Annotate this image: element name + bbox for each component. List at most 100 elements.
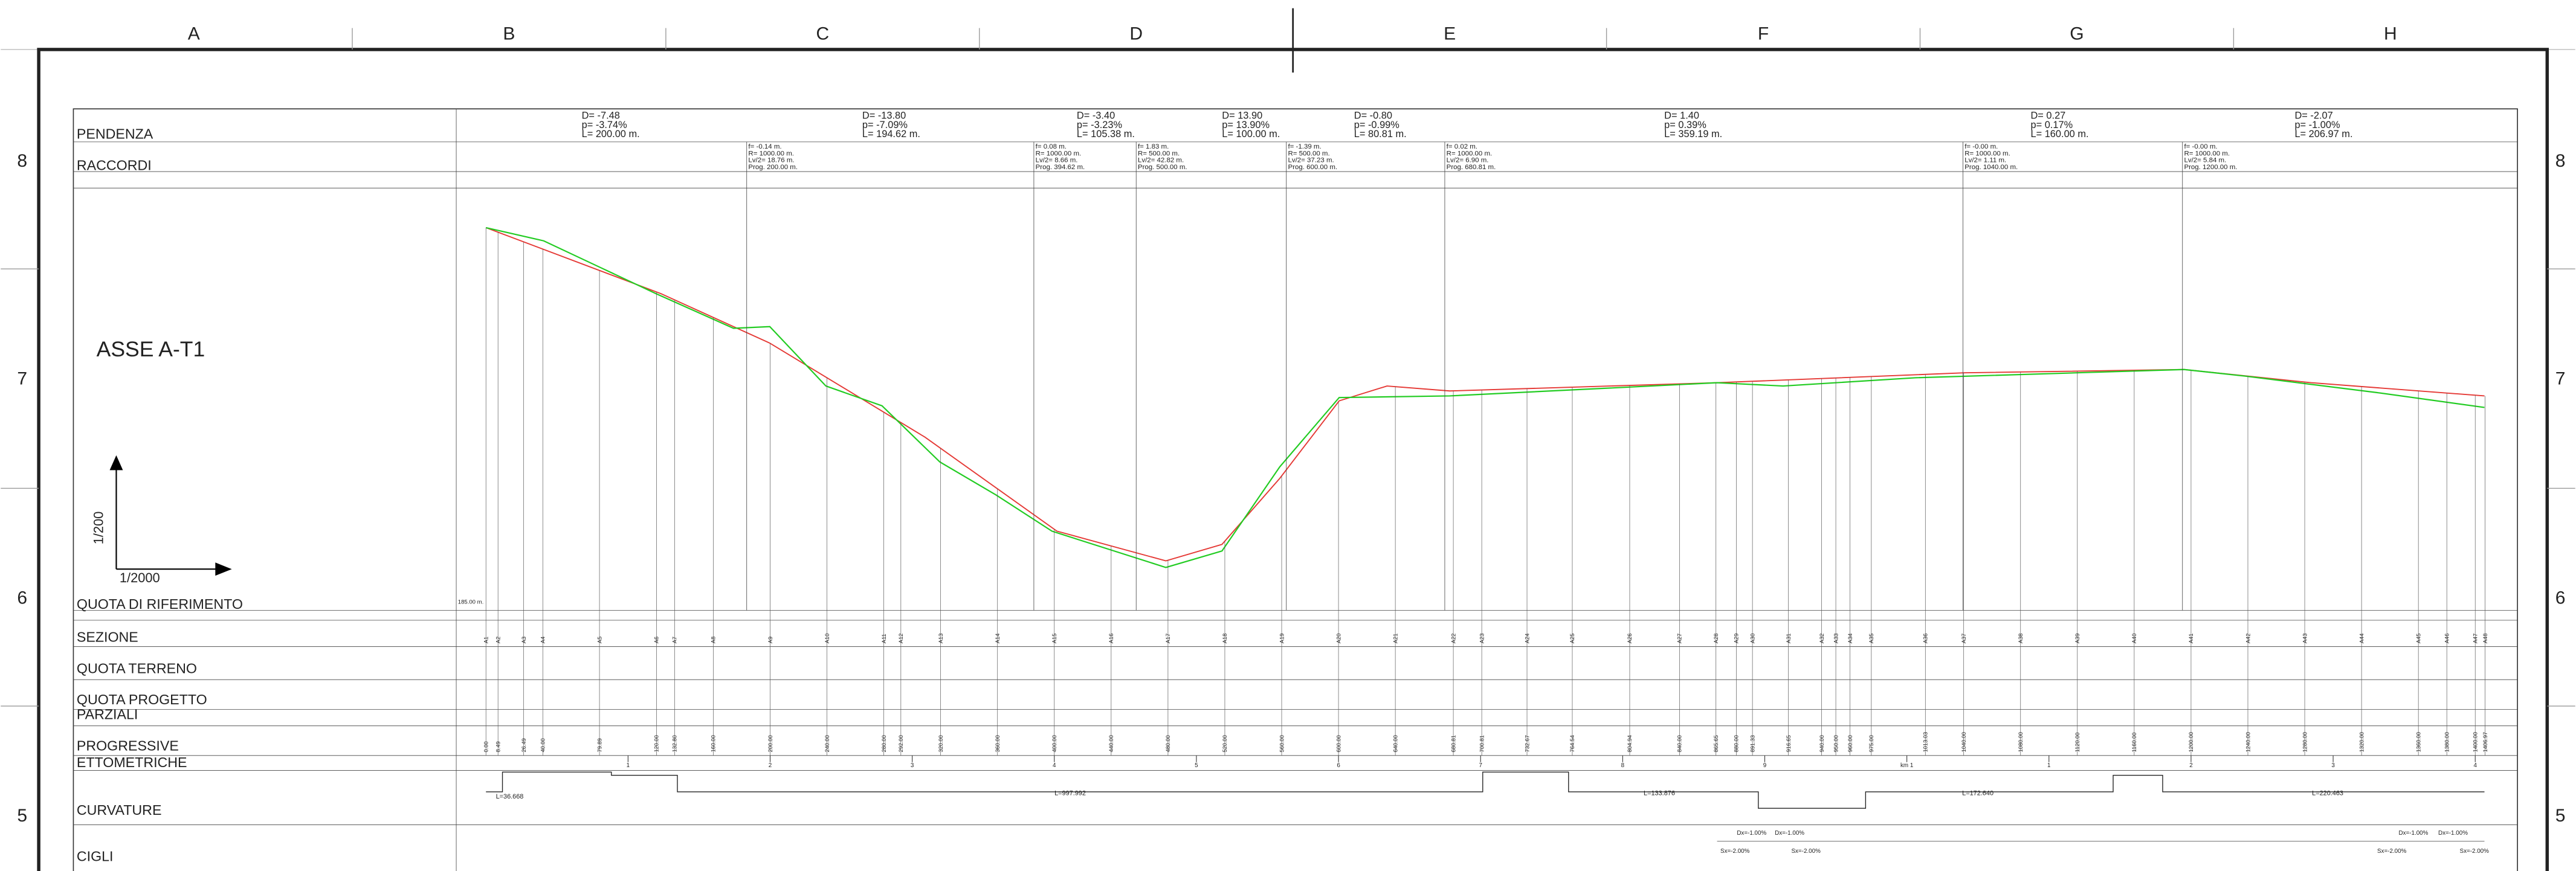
column-letter: G — [2070, 24, 2084, 44]
section-name: A10 — [824, 634, 830, 644]
progressive: 1406.97 — [2482, 732, 2488, 753]
section-name: A17 — [1165, 634, 1171, 644]
slope-text: p= 0.17% — [2030, 120, 2073, 130]
section-name: A26 — [1627, 634, 1633, 644]
row-label: CURVATURE — [77, 802, 162, 818]
progressive: 320.00 — [938, 735, 944, 752]
section-name: A8 — [711, 637, 717, 643]
slope-text: p= -1.00% — [2294, 120, 2340, 130]
section-name: A22 — [1450, 634, 1456, 644]
progressive: 280.00 — [881, 735, 887, 752]
slope-text: L= 80.81 m. — [1354, 129, 1407, 140]
row-label: PROGRESSIVE — [77, 738, 179, 754]
curve-text: Lv/2= 37.23 m. — [1288, 157, 1334, 164]
hectometer-label: 3 — [911, 762, 914, 769]
progressive: 400.00 — [1051, 735, 1057, 752]
progressive: 764.54 — [1569, 735, 1575, 752]
section-name: A32 — [1819, 634, 1825, 644]
row-number: 5 — [2555, 806, 2566, 826]
section-name: A40 — [2131, 634, 2137, 644]
curve-text: R= 1000.00 m. — [1964, 150, 2010, 157]
curve-text: Prog. 600.00 m. — [1288, 164, 1338, 171]
slope-text: D= 0.27 — [2030, 111, 2065, 121]
profile-table — [73, 108, 2518, 871]
table-rows — [73, 141, 2518, 825]
curve-text: Prog. 1040.00 m. — [1964, 164, 2018, 171]
curvature-label: L=133.876 — [1644, 789, 1675, 797]
section-name: A4 — [540, 637, 546, 643]
curve-text: Prog. 394.62 m. — [1036, 164, 1085, 171]
progressive: 680.81 — [1450, 735, 1456, 752]
row-label: RACCORDI — [77, 157, 152, 173]
curve-text: R= 1000.00 m. — [748, 150, 794, 157]
slope-text: p= 0.39% — [1664, 120, 1706, 130]
slope-text: p= -7.09% — [862, 120, 908, 130]
section-name: A45 — [2415, 634, 2421, 644]
row-number: 8 — [2555, 151, 2566, 171]
slope-text: p= -3.74% — [582, 120, 627, 130]
row-label: PENDENZA — [77, 126, 153, 141]
section-name: A41 — [2188, 634, 2194, 644]
section-name: A5 — [596, 637, 602, 643]
progressive: 916.65 — [1786, 735, 1792, 752]
slope-text: L= 200.00 m. — [582, 129, 640, 140]
slope-text: p= -3.23% — [1077, 120, 1122, 130]
progressive: 1360.00 — [2415, 732, 2421, 753]
slope-text: L= 105.38 m. — [1077, 129, 1135, 140]
curve-text: f= -0.00 m. — [2184, 143, 2217, 150]
cigli-label: Dx=-1.00% — [2399, 830, 2429, 837]
progressive: 132.80 — [672, 735, 678, 752]
hectometer-label: 9 — [1763, 762, 1766, 769]
curve-text: R= 1000.00 m. — [2184, 150, 2230, 157]
section-name: A35 — [1868, 634, 1874, 644]
curve-text: Lv/2= 42.82 m. — [1138, 157, 1184, 164]
progressive: 1280.00 — [2302, 732, 2308, 753]
slope-text: D= -7.48 — [582, 111, 620, 121]
curvature-diagram — [486, 771, 2485, 809]
curve-text: f= 1.83 m. — [1138, 143, 1169, 150]
row-number: 7 — [2555, 368, 2566, 388]
section-name: A47 — [2473, 634, 2479, 644]
progressive: 600.00 — [1335, 735, 1341, 752]
slope-text: p= 13.90% — [1222, 120, 1270, 130]
row-label: PARZIALI — [77, 707, 138, 722]
section-name: A25 — [1569, 634, 1575, 644]
cigli-label: Sx=-2.00% — [1720, 848, 1750, 855]
section-name: A43 — [2302, 634, 2308, 644]
progressive: 1240.00 — [2245, 732, 2251, 753]
hectometer-label: 2 — [2189, 762, 2192, 769]
section-name: A46 — [2444, 634, 2450, 644]
section-name: A15 — [1051, 634, 1057, 644]
progressive: 804.94 — [1627, 735, 1633, 752]
section-name: A27 — [1677, 634, 1683, 644]
progressive: 960.00 — [1847, 735, 1853, 752]
curve-text: Lv/2= 18.76 m. — [748, 157, 794, 164]
slope-text: D= -13.80 — [862, 111, 906, 121]
terrain-line — [485, 227, 2485, 568]
scale-arrows — [109, 455, 232, 576]
section-name: A3 — [521, 637, 527, 643]
reference-level: 185.00 m. — [458, 599, 483, 606]
curvature-label: L=220.463 — [2312, 789, 2343, 797]
section-name: A28 — [1713, 634, 1719, 644]
curve-text: f= -0.14 m. — [748, 143, 781, 150]
row-label: QUOTA TERRENO — [77, 660, 197, 676]
curvature-label: L=36.668 — [496, 793, 524, 800]
section-name: A37 — [1961, 634, 1967, 644]
column-letter: A — [188, 24, 200, 44]
slope-text: L= 100.00 m. — [1222, 129, 1280, 140]
row-number: 8 — [17, 151, 27, 171]
progressive: 1200.00 — [2188, 732, 2194, 753]
progressive: 840.00 — [1677, 735, 1683, 752]
slope-text: D= 13.90 — [1222, 111, 1262, 121]
progressive: 700.81 — [1479, 735, 1485, 752]
hectometer-label: 6 — [1337, 762, 1340, 769]
progressive: 1380.00 — [2444, 732, 2450, 753]
curve-text: f= 0.02 m. — [1447, 143, 1477, 150]
progressive: 891.33 — [1749, 735, 1755, 752]
curve-text: R= 1000.00 m. — [1447, 150, 1493, 157]
curve-text: Lv/2= 8.66 m. — [1036, 157, 1078, 164]
row-number: 7 — [17, 368, 27, 388]
section-name: A20 — [1335, 634, 1341, 644]
